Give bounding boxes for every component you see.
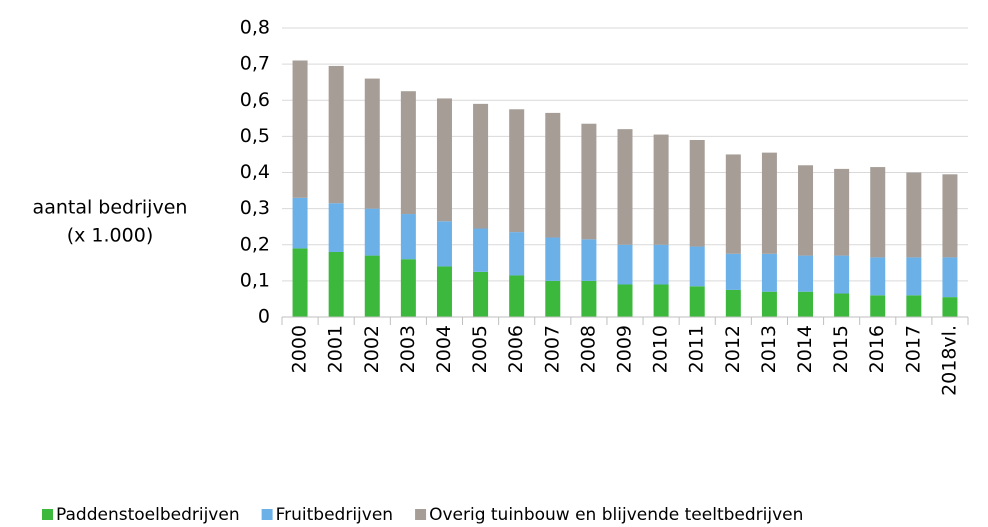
- bar-segment: [653, 284, 669, 317]
- bar-segment: [545, 280, 561, 317]
- bar-segment: [761, 291, 777, 317]
- legend-label: Fruitbedrijven: [276, 505, 393, 525]
- y-axis-label: aantal bedrijven: [33, 197, 188, 219]
- x-tick-label: 2001: [325, 325, 347, 373]
- y-axis-label: (x 1.000): [67, 225, 154, 247]
- bar-segment: [870, 257, 886, 296]
- x-tick-label: 2007: [541, 325, 563, 373]
- legend-swatch: [415, 509, 427, 520]
- y-tick-label: 0,1: [240, 269, 270, 291]
- bar-segment: [328, 203, 344, 252]
- bar-segment: [798, 255, 814, 292]
- x-tick-label: 2006: [505, 325, 527, 373]
- bar-segment: [617, 129, 633, 245]
- x-tick-label: 2014: [794, 325, 816, 373]
- x-tick-label: 2016: [866, 325, 888, 373]
- legend-swatch: [261, 509, 273, 520]
- bar-segment: [328, 251, 344, 317]
- bar-segment: [292, 60, 308, 198]
- bar-segment: [870, 167, 886, 258]
- bar-segment: [364, 78, 380, 209]
- legend-label: Overig tuinbouw en blijvende teeltbedrij…: [429, 505, 803, 525]
- x-tick-label: 2005: [469, 325, 491, 373]
- bar-segment: [436, 98, 452, 222]
- y-tick-label: 0,4: [240, 161, 270, 183]
- bar-segment: [400, 91, 416, 215]
- bar-segment: [545, 112, 561, 238]
- bar-segment: [473, 103, 489, 229]
- y-tick-label: 0,3: [240, 197, 270, 219]
- bar-segment: [364, 255, 380, 317]
- bar-segment: [509, 109, 525, 233]
- bar-segment: [942, 257, 958, 298]
- bar-segment: [834, 255, 850, 294]
- bar-segment: [942, 174, 958, 258]
- x-tick-label: 2012: [722, 325, 744, 373]
- bar-segment: [436, 266, 452, 317]
- bar-segment: [725, 289, 741, 317]
- bar-segment: [328, 65, 344, 204]
- bar-segment: [725, 154, 741, 254]
- y-tick-label: 0: [258, 306, 270, 328]
- bar-segment: [617, 284, 633, 317]
- y-tick-label: 0,6: [240, 89, 270, 111]
- y-tick-label: 0,5: [240, 125, 270, 147]
- y-tick-label: 0,2: [240, 233, 270, 255]
- x-tick-label: 2015: [830, 325, 852, 373]
- bar-segment: [581, 280, 597, 317]
- bar-segment: [653, 244, 669, 285]
- bar-segment: [761, 253, 777, 292]
- bar-segment: [400, 259, 416, 317]
- bar-segment: [400, 214, 416, 260]
- x-tick-label: 2004: [433, 325, 455, 373]
- x-tick-label: 2013: [758, 325, 780, 373]
- x-tick-label: 2000: [289, 325, 311, 373]
- bar-segment: [906, 172, 922, 258]
- bar-segment: [689, 139, 705, 247]
- bar-segment: [581, 239, 597, 281]
- legend-swatch: [42, 509, 53, 520]
- x-tick-label: 2011: [686, 325, 708, 373]
- bar-segment: [834, 168, 850, 256]
- bar-segment: [761, 152, 777, 254]
- x-tick-label: 2010: [650, 325, 672, 373]
- bar-segment: [545, 237, 561, 281]
- bar-segment: [906, 295, 922, 317]
- bar-segment: [292, 197, 308, 249]
- bar-segment: [509, 232, 525, 276]
- bar-segment: [473, 271, 489, 317]
- bar-segment: [725, 253, 741, 290]
- x-tick-label: 2017: [902, 325, 924, 373]
- bar-segment: [653, 134, 669, 245]
- bar-segment: [798, 165, 814, 256]
- bar-segment: [689, 246, 705, 287]
- x-tick-label: 2008: [577, 325, 599, 373]
- x-tick-label: 2009: [614, 325, 636, 373]
- bar-segment: [509, 275, 525, 317]
- bar-segment: [436, 221, 452, 267]
- bar-segment: [473, 228, 489, 272]
- y-tick-label: 0,8: [240, 17, 270, 39]
- bar-segment: [942, 297, 958, 317]
- x-tick-label: 2018vl.: [938, 325, 960, 396]
- bar-segment: [292, 248, 308, 317]
- y-tick-label: 0,7: [240, 53, 270, 75]
- x-tick-label: 2003: [397, 325, 419, 373]
- bar-segment: [364, 208, 380, 256]
- bar-segment: [798, 291, 814, 317]
- bar-segment: [581, 123, 597, 240]
- bar-segment: [617, 244, 633, 285]
- x-tick-label: 2002: [361, 325, 383, 373]
- legend-label: Paddenstoelbedrijven: [56, 505, 240, 525]
- bar-segment: [689, 286, 705, 317]
- bar-segment: [906, 257, 922, 296]
- bar-segment: [870, 295, 886, 317]
- bar-segment: [834, 293, 850, 317]
